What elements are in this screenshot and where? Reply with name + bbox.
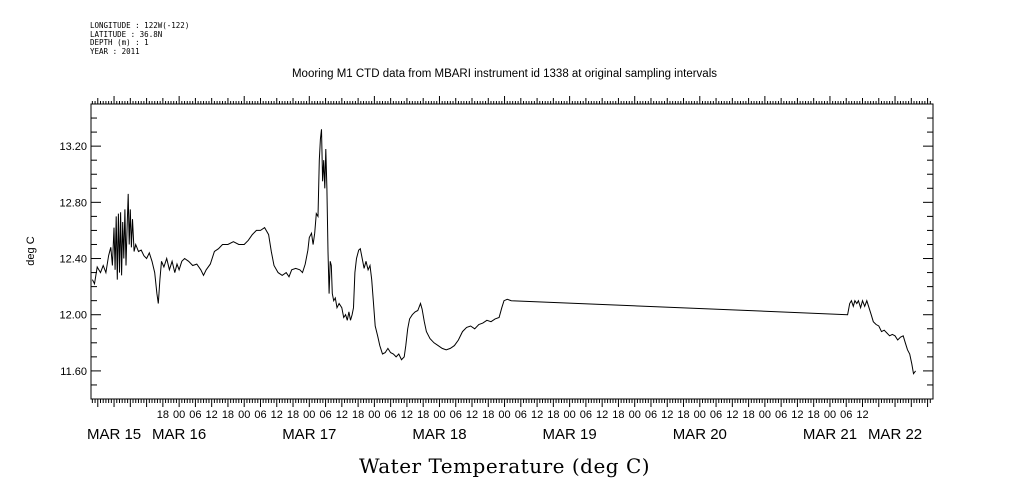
x-hour-label: 18 xyxy=(677,409,689,421)
x-hour-label: 18 xyxy=(287,409,299,421)
x-day-label: MAR 21 xyxy=(803,426,857,443)
x-hour-label: 12 xyxy=(466,409,478,421)
x-hour-label: 00 xyxy=(563,409,575,421)
chart-title: Mooring M1 CTD data from MBARI instrumen… xyxy=(291,68,718,80)
x-hour-label: 12 xyxy=(661,409,673,421)
y-axis: 11.60 12.00 12.40 12.80 13.20 xyxy=(59,117,933,386)
x-hour-label: 12 xyxy=(791,409,803,421)
x-hour-label: 18 xyxy=(612,409,624,421)
x-hour-label: 18 xyxy=(222,409,234,421)
x-day-label: MAR 15 xyxy=(87,426,141,443)
x-day-label: MAR 22 xyxy=(868,426,922,443)
longitude-label: LONGITUDE : 122W(-122) xyxy=(90,21,190,30)
x-hour-label: 12 xyxy=(596,409,608,421)
x-hour-label: 06 xyxy=(450,409,462,421)
x-hour-label: 18 xyxy=(417,409,429,421)
x-hour-label: 12 xyxy=(206,409,218,421)
x-hour-label: 06 xyxy=(254,409,266,421)
y-axis-label: deg C xyxy=(25,236,37,265)
x-hour-label: 06 xyxy=(775,409,787,421)
plot-frame xyxy=(90,103,934,400)
x-hour-label: 06 xyxy=(710,409,722,421)
y-tick-label: 12.40 xyxy=(59,254,87,266)
y-tick-label: 11.60 xyxy=(60,366,87,378)
y-tick-label: 12.80 xyxy=(59,197,87,209)
x-hour-label: 06 xyxy=(189,409,201,421)
x-hour-label: 00 xyxy=(498,409,510,421)
x-hour-label: 00 xyxy=(368,409,380,421)
x-hour-label: 18 xyxy=(808,409,820,421)
x-hour-label: 06 xyxy=(515,409,527,421)
x-hour-label: 12 xyxy=(336,409,348,421)
x-hour-label: 00 xyxy=(303,409,315,421)
x-hour-label: 18 xyxy=(157,409,169,421)
x-hour-label: 06 xyxy=(580,409,592,421)
x-hour-label: 12 xyxy=(726,409,738,421)
x-hour-label: 00 xyxy=(629,409,641,421)
x-axis-label: Water Temperature (deg C) xyxy=(358,454,651,478)
x-hour-label: 18 xyxy=(547,409,559,421)
year-label: YEAR : 2011 xyxy=(90,46,140,56)
y-tick-label: 13.20 xyxy=(59,141,87,153)
x-hour-label: 00 xyxy=(433,409,445,421)
x-hour-label: 06 xyxy=(385,409,397,421)
x-hour-label: 12 xyxy=(531,409,543,421)
x-hour-label: 06 xyxy=(840,409,852,421)
x-day-label: MAR 17 xyxy=(282,426,336,443)
x-hour-label: 00 xyxy=(759,409,771,421)
water-temperature-series-line xyxy=(91,129,916,375)
x-hour-label: 12 xyxy=(856,409,868,421)
x-day-label: MAR 19 xyxy=(543,426,597,443)
x-hour-label: 06 xyxy=(319,409,331,421)
x-day-label: MAR 16 xyxy=(152,426,206,443)
x-hour-label: 18 xyxy=(482,409,494,421)
x-hour-label: 00 xyxy=(173,409,185,421)
x-day-label: MAR 18 xyxy=(412,426,466,443)
x-axis: 18 00 06 12 18 00 06 12 18 00 06 12 18 00 06 12 18 00 06 12… xyxy=(87,96,931,443)
x-hour-label: 06 xyxy=(645,409,657,421)
x-hour-label: 18 xyxy=(742,409,754,421)
depth-label: DEPTH (m) : 1 xyxy=(90,38,149,48)
y-tick-label: 12.00 xyxy=(59,310,87,322)
x-hour-label: 00 xyxy=(694,409,706,421)
x-hour-label: 12 xyxy=(271,409,283,421)
station-metadata: LONGITUDE : 122W(-122) LATITUDE : 36.8N … xyxy=(90,21,190,56)
x-hour-label: 18 xyxy=(352,409,364,421)
x-hour-label: 00 xyxy=(824,409,836,421)
x-hour-label: 00 xyxy=(238,409,250,421)
latitude-label: LATITUDE : 36.8N xyxy=(90,29,163,39)
x-day-label: MAR 20 xyxy=(673,426,727,443)
x-hour-label: 12 xyxy=(401,409,413,421)
